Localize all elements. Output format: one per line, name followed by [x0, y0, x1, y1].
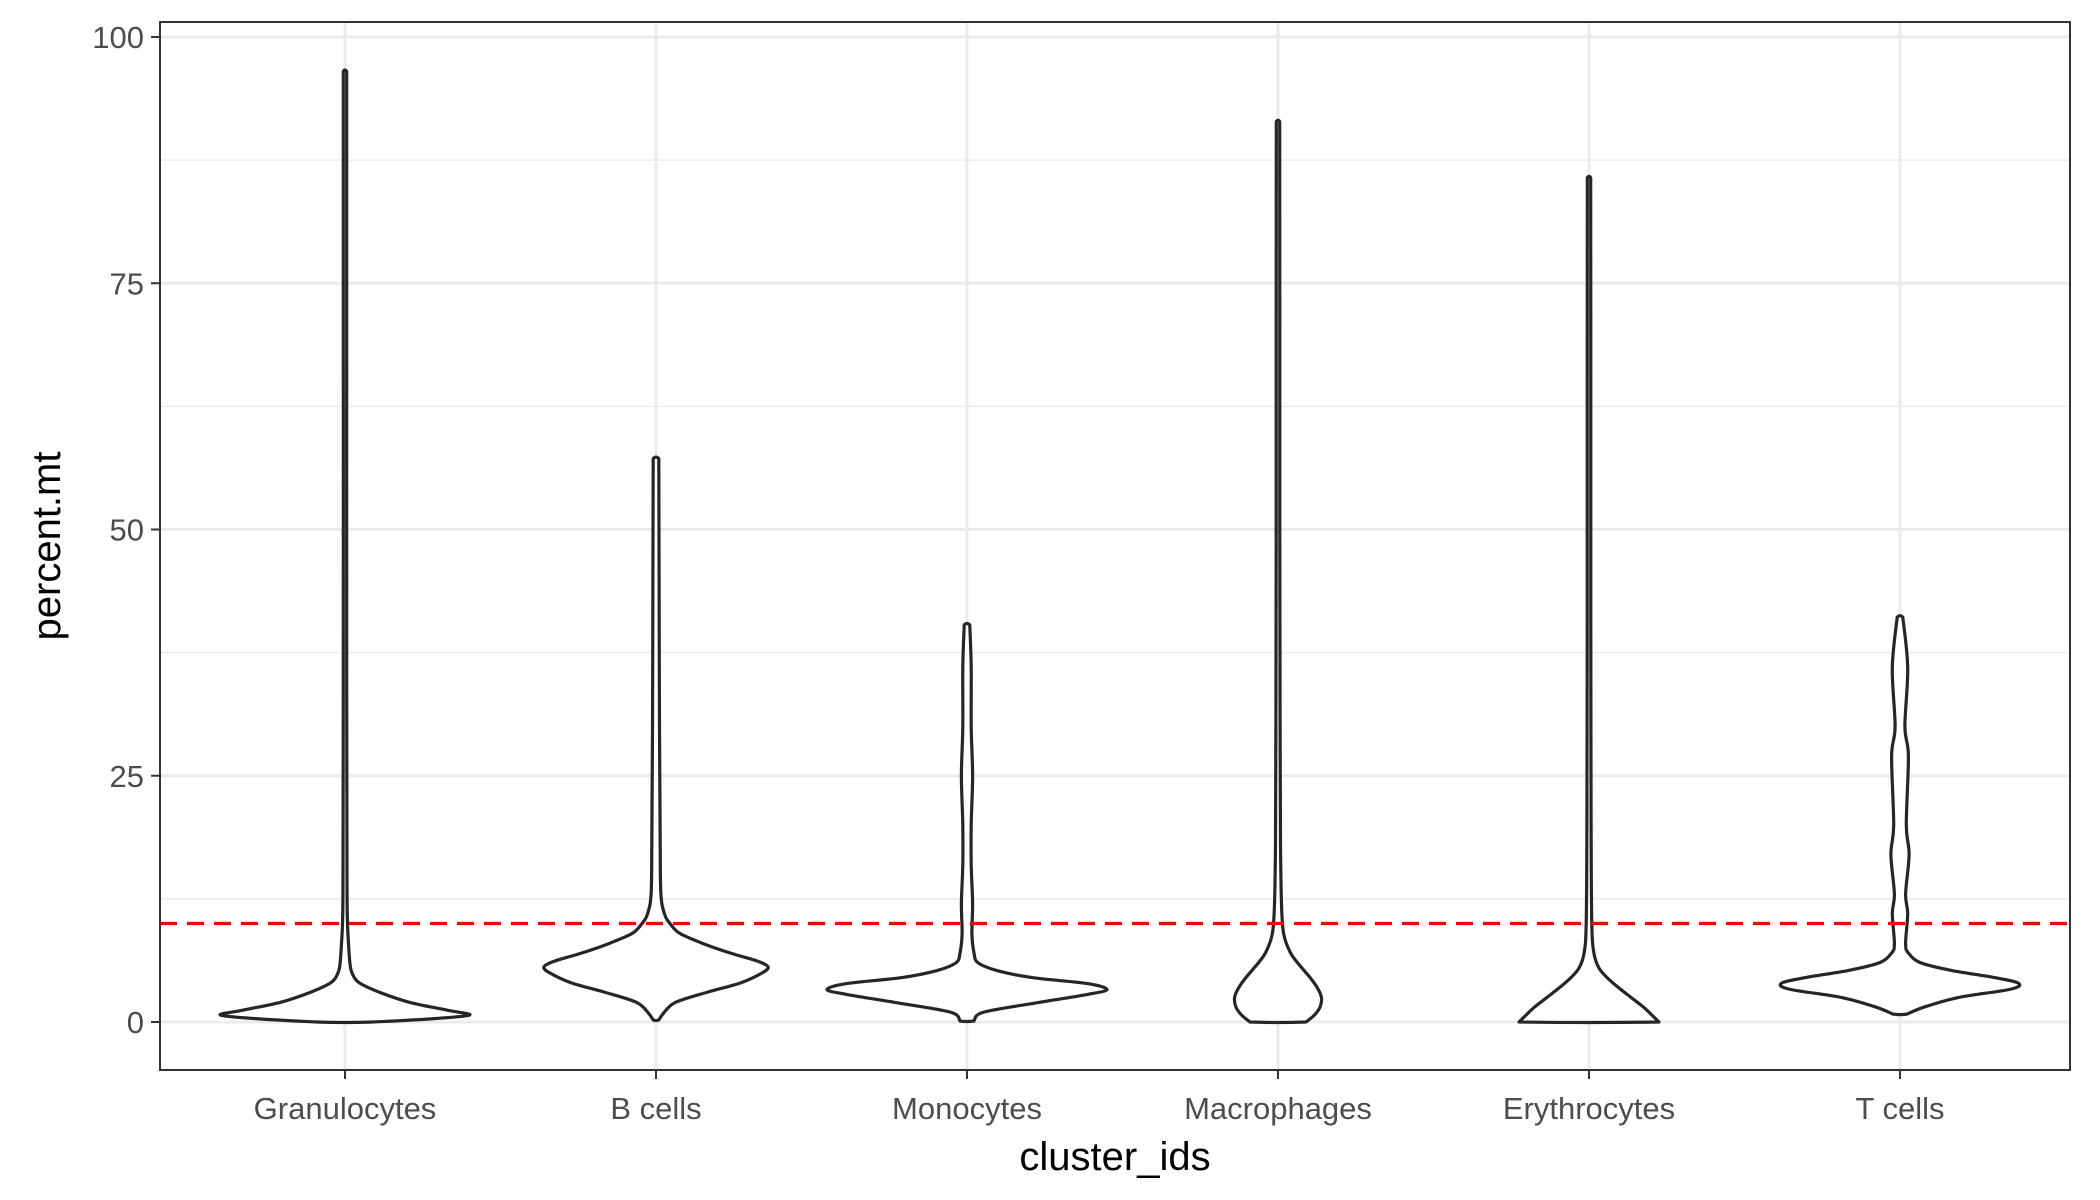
- y-axis-title: percent.mt: [25, 452, 69, 641]
- violin-monocytes: [825, 621, 1109, 1024]
- violins: [218, 68, 2022, 1025]
- violin-t-cells: [1778, 614, 2022, 1017]
- x-axis-title: cluster_ids: [1019, 1135, 1210, 1179]
- y-axis: 0 25 50 75 100: [92, 20, 160, 1040]
- x-tick-label: T cells: [1855, 1091, 1944, 1126]
- panel-border: [159, 21, 2071, 1071]
- violin-erythrocytes: [1517, 174, 1661, 1025]
- x-tick-label: Erythrocytes: [1503, 1091, 1675, 1126]
- y-tick-label: 25: [110, 759, 144, 794]
- x-tick-label: B cells: [610, 1091, 701, 1126]
- y-tick-label: 0: [127, 1005, 144, 1040]
- x-axis: Granulocytes B cells Monocytes Macrophages E…: [254, 1070, 1945, 1126]
- violin-b-cells: [542, 455, 770, 1023]
- y-tick-label: 100: [92, 20, 144, 55]
- violin-granulocytes: [218, 68, 472, 1025]
- x-tick-label: Macrophages: [1184, 1091, 1372, 1126]
- x-tick-label: Monocytes: [892, 1091, 1042, 1126]
- y-tick-label: 50: [110, 513, 144, 548]
- minor-gridlines: [160, 159, 2070, 900]
- violin-macrophages: [1232, 118, 1324, 1025]
- y-tick-label: 75: [110, 266, 144, 301]
- x-tick-label: Granulocytes: [254, 1091, 437, 1126]
